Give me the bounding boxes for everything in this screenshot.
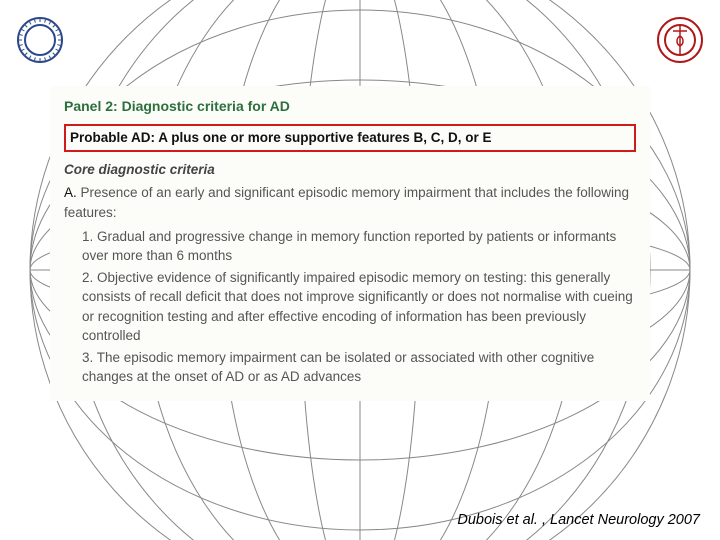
criteria-a-subitem: 3. The episodic memory impairment can be…	[82, 348, 636, 387]
logo-left-seal	[16, 16, 64, 64]
criteria-a-sublist: 1. Gradual and progressive change in mem…	[64, 227, 636, 388]
probable-ad-text: Probable AD: A plus one or more supporti…	[70, 130, 492, 145]
criteria-a-subitem: 1. Gradual and progressive change in mem…	[82, 227, 636, 266]
logo-right-seal	[656, 16, 704, 64]
criteria-a: A. Presence of an early and significant …	[64, 183, 636, 222]
criteria-a-text: Presence of an early and significant epi…	[64, 185, 629, 220]
core-criteria-title: Core diagnostic criteria	[64, 160, 636, 180]
probable-ad-highlight: Probable AD: A plus one or more supporti…	[64, 124, 636, 152]
diagnostic-panel: Panel 2: Diagnostic criteria for AD Prob…	[50, 86, 650, 401]
panel-title: Panel 2: Diagnostic criteria for AD	[64, 96, 636, 116]
criteria-a-subitem: 2. Objective evidence of significantly i…	[82, 268, 636, 346]
citation: Dubois et al. , Lancet Neurology 2007	[457, 512, 700, 528]
criteria-a-label: A.	[64, 185, 77, 200]
